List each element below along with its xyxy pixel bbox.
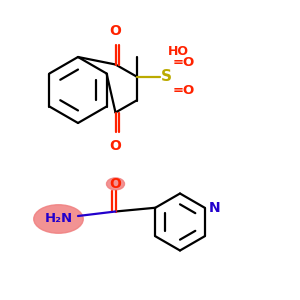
Ellipse shape (34, 205, 83, 233)
Ellipse shape (106, 178, 124, 190)
Text: =O: =O (173, 84, 195, 98)
Text: =O: =O (173, 56, 195, 69)
Text: S: S (161, 69, 172, 84)
Text: H₂N: H₂N (44, 212, 73, 226)
Text: N: N (208, 201, 220, 215)
Text: HO: HO (168, 45, 189, 58)
Text: O: O (110, 24, 122, 38)
Text: O: O (110, 139, 122, 153)
Text: O: O (110, 177, 122, 191)
